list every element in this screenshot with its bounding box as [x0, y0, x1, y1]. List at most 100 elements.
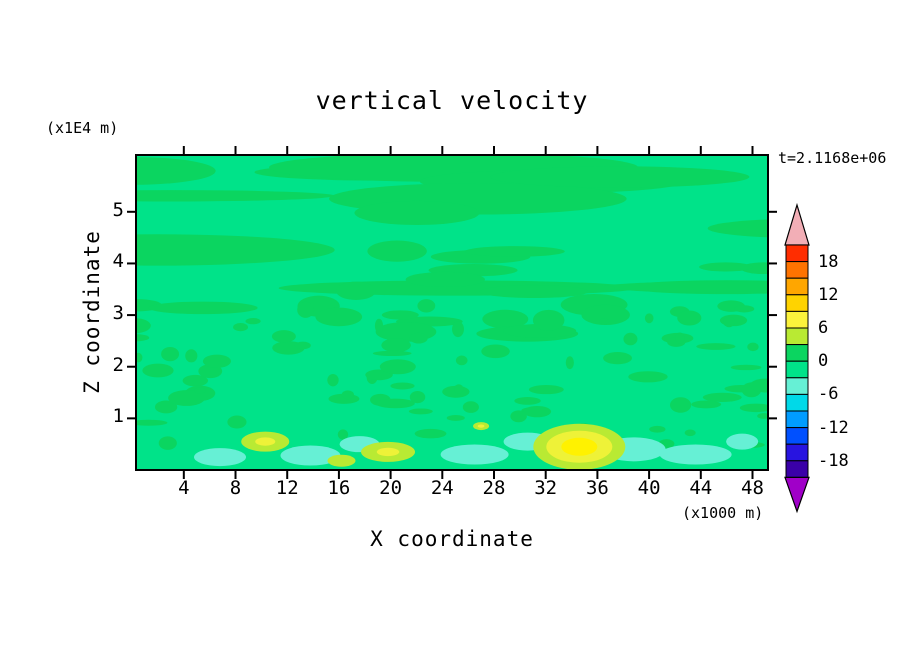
- contour-patch: [367, 240, 427, 262]
- contour-patch: [161, 346, 180, 362]
- colorbar-arrow-bottom: [784, 476, 810, 514]
- contour-patch: [649, 425, 666, 433]
- downdraft-patch: [726, 433, 759, 450]
- contour-patch: [194, 387, 206, 394]
- contour-patch: [168, 390, 206, 406]
- contour-patch: [481, 344, 510, 359]
- contour-patch: [532, 309, 565, 331]
- contour-patch: [337, 429, 349, 440]
- contour-patch: [297, 301, 315, 318]
- contour-field: [136, 155, 768, 470]
- contour-patch: [136, 334, 150, 342]
- contour-patch: [408, 408, 433, 415]
- contour-patch: [341, 390, 354, 400]
- contour-patch: [454, 384, 464, 394]
- contour-patch: [644, 313, 654, 324]
- downdraft-patch: [659, 444, 732, 465]
- x-tick-label: 12: [275, 477, 299, 499]
- time-annotation: t=2.1168e+06: [778, 149, 887, 167]
- contour-patch: [603, 352, 632, 365]
- colorbar-arrow-top: [784, 202, 810, 246]
- updraft-core: [561, 437, 598, 456]
- contour-patch: [452, 321, 464, 338]
- y-tick-label: 4: [112, 250, 124, 273]
- contour-patch: [749, 378, 768, 393]
- y-tick-label: 2: [112, 353, 124, 376]
- downdraft-patch: [280, 445, 341, 466]
- contour-band: [354, 200, 480, 226]
- updraft-patch: [477, 424, 485, 428]
- colorbar-segment: [785, 277, 809, 296]
- contour-patch: [202, 354, 231, 368]
- contour-patch: [565, 356, 574, 370]
- x-tick-label: 20: [379, 477, 403, 499]
- x-tick-label: 28: [482, 477, 506, 499]
- contour-patch: [699, 262, 753, 272]
- contour-patch: [696, 343, 736, 350]
- x-axis-title: X coordinate: [370, 527, 534, 551]
- x-tick-label: 16: [327, 477, 351, 499]
- contour-patch: [233, 323, 249, 332]
- contour-patch: [757, 413, 768, 419]
- contour-patch: [294, 341, 311, 350]
- contour-patch: [136, 352, 143, 363]
- colorbar-label: -18: [818, 450, 849, 471]
- contour-patch: [675, 332, 685, 344]
- contour-patch: [381, 338, 411, 353]
- colorbar-segment: [785, 410, 809, 429]
- contour-patch: [142, 363, 174, 378]
- colorbar-segment: [785, 327, 809, 346]
- x-tick-label: 4: [178, 477, 190, 499]
- y-tick-label: 3: [112, 302, 124, 325]
- colorbar-segment: [785, 360, 809, 379]
- colorbar-segment: [785, 344, 809, 362]
- y-tick-label: 5: [112, 198, 124, 221]
- colorbar-segment: [785, 427, 809, 445]
- contour-patch: [628, 371, 668, 383]
- contour-patch: [482, 309, 529, 329]
- colorbar-segment: [785, 460, 809, 478]
- contour-band: [136, 157, 216, 185]
- y-tick-label: 1: [112, 405, 124, 428]
- contour-patch: [684, 429, 696, 437]
- x-axis-unit-label: (x1000 m): [682, 504, 764, 522]
- contour-patch: [702, 392, 742, 402]
- contour-patch: [528, 384, 564, 395]
- contour-patch: [374, 318, 384, 334]
- x-tick-label: 24: [430, 477, 454, 499]
- x-tick-label: 40: [637, 477, 661, 499]
- axis-ticks: [127, 146, 777, 479]
- colorbar-label: -12: [818, 417, 849, 438]
- colorbar: [784, 202, 810, 514]
- colorbar-segment: [785, 393, 809, 412]
- plot-frame: [135, 154, 769, 471]
- contour-patch: [510, 410, 527, 423]
- chart-title: vertical velocity: [315, 86, 589, 115]
- contour-patch: [227, 415, 247, 429]
- contour-patch: [414, 428, 447, 439]
- x-tick-label: 36: [585, 477, 609, 499]
- contour-patch: [479, 285, 589, 299]
- contour-band: [599, 281, 768, 293]
- contour-patch: [315, 307, 363, 327]
- contour-patch: [271, 330, 296, 343]
- colorbar-segment: [785, 261, 809, 279]
- contour-patch: [598, 318, 610, 325]
- contour-patch: [381, 310, 419, 320]
- contour-patch: [739, 403, 768, 413]
- contour-patch: [405, 271, 485, 288]
- contour-patch: [327, 373, 339, 387]
- contour-patch: [677, 310, 702, 326]
- contour-patch: [336, 281, 376, 300]
- contour-patch: [623, 332, 638, 346]
- contour-patch: [669, 397, 692, 413]
- x-tick-label: 44: [689, 477, 713, 499]
- contour-patch: [185, 349, 198, 363]
- contour-patch: [581, 304, 630, 326]
- x-tick-label: 32: [534, 477, 558, 499]
- updraft-patch: [327, 454, 356, 467]
- colorbar-segment: [785, 443, 809, 462]
- colorbar-segment: [785, 294, 809, 312]
- contour-patch: [136, 318, 151, 334]
